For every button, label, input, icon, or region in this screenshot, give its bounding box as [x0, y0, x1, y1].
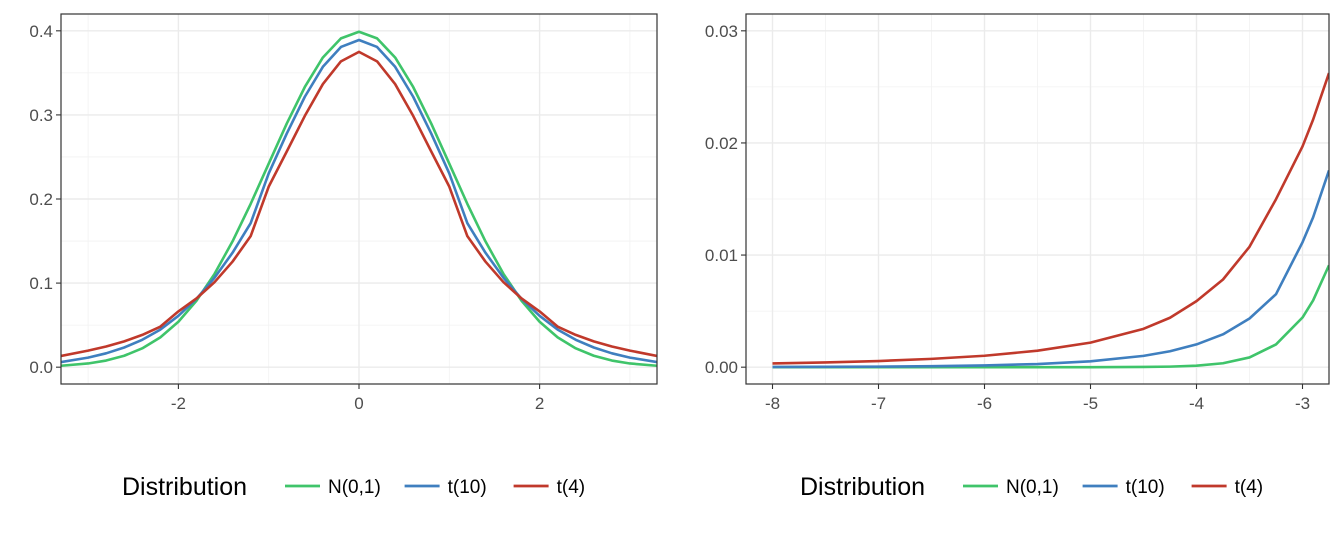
- x-tick-label: -4: [1189, 394, 1204, 413]
- x-tick-label: -2: [171, 394, 186, 413]
- x-tick-label: -3: [1295, 394, 1310, 413]
- legend-label: t(4): [557, 477, 586, 498]
- series-lines: [772, 72, 1329, 369]
- legend-label: N(0,1): [328, 477, 381, 498]
- panel-border: [745, 13, 1330, 385]
- series-line-n01: [772, 264, 1329, 369]
- x-tick-label: -8: [765, 394, 780, 413]
- series-line-n01: [61, 30, 657, 368]
- series-line-t10: [61, 38, 657, 364]
- x-tick-label: -5: [1083, 394, 1098, 413]
- x-tick-label: 0: [354, 394, 363, 413]
- legend-label: t(4): [1235, 477, 1264, 498]
- y-tick-label: 0.02: [705, 134, 738, 153]
- series-lines: [61, 30, 657, 368]
- minor-grid: [746, 14, 1329, 384]
- panel-1: -2 0 2 0.0 0.1 0.2 0.3 0.4 Distribution N(0,1) t(1…: [29, 13, 658, 501]
- y-tick-label: 0.00: [705, 358, 738, 377]
- series-line-t4: [61, 50, 657, 358]
- legend-title: Distribution: [800, 473, 925, 501]
- legend: Distribution N(0,1) t(10) t(4): [800, 473, 1263, 501]
- y-tick-label: 0.3: [29, 106, 53, 125]
- x-tick-label: -6: [977, 394, 992, 413]
- series-line-t4: [772, 72, 1329, 365]
- x-tick-label: 2: [535, 394, 544, 413]
- y-tick-label: 0.4: [29, 22, 53, 41]
- legend-label: t(10): [448, 477, 487, 498]
- y-tick-label: 0.01: [705, 246, 738, 265]
- legend: Distribution N(0,1) t(10) t(4): [122, 473, 585, 501]
- x-tick-label: -7: [871, 394, 886, 413]
- legend-label: t(10): [1126, 477, 1165, 498]
- y-tick-label: 0.1: [29, 274, 53, 293]
- major-grid: [61, 14, 657, 384]
- legend-title: Distribution: [122, 473, 247, 501]
- y-tick-label: 0.2: [29, 190, 53, 209]
- series-line-t10: [772, 169, 1329, 369]
- panel-2: -8 -7 -6 -5 -4 -3 0.00 0.01 0.02 0.03 Distribution…: [705, 13, 1330, 501]
- y-tick-label: 0.0: [29, 358, 53, 377]
- legend-label: N(0,1): [1006, 477, 1059, 498]
- y-tick-label: 0.03: [705, 22, 738, 41]
